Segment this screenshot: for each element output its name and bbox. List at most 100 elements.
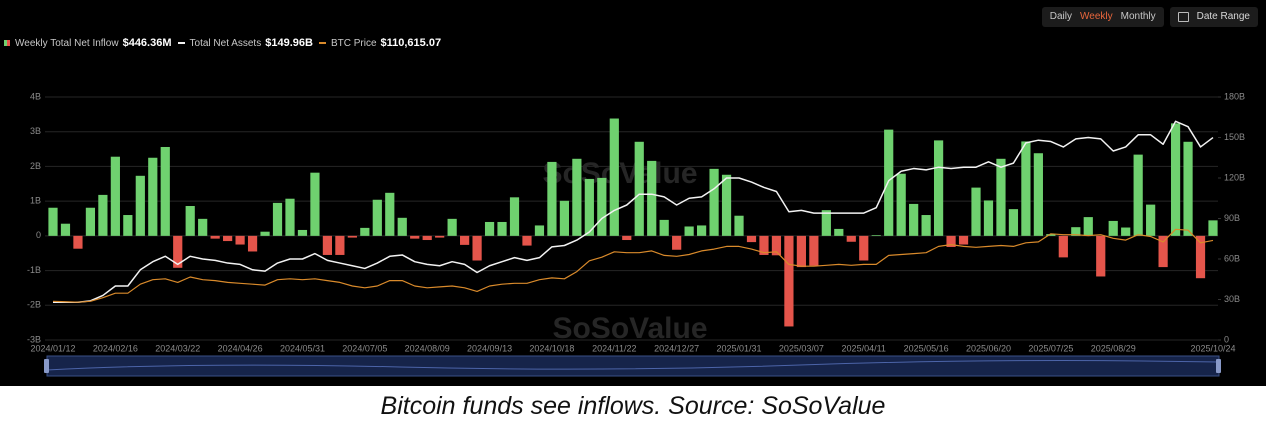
bar <box>360 227 370 236</box>
y-tick-label: -3B <box>27 334 41 344</box>
bar <box>372 199 382 236</box>
legend-item[interactable]: BTC Price $110,615.07 <box>318 37 442 49</box>
y-tick-label: -1B <box>27 265 41 275</box>
bar <box>422 235 432 241</box>
bar <box>385 192 395 236</box>
bar <box>472 235 482 261</box>
bar <box>310 172 320 236</box>
bar <box>410 235 420 239</box>
interval-option[interactable]: Monthly <box>1120 11 1156 22</box>
bar <box>759 235 769 255</box>
interval-toggle: Daily Weekly Monthly <box>1041 7 1164 27</box>
bar <box>135 175 145 236</box>
x-tick-label: 2025/04/11 <box>842 343 886 353</box>
bar <box>746 235 757 243</box>
navigator-handle[interactable] <box>44 359 49 373</box>
bar <box>335 235 345 255</box>
bar <box>534 225 545 236</box>
x-tick-label: 2024/02/16 <box>93 343 138 353</box>
x-tick-label: 2025/07/25 <box>1028 343 1073 353</box>
bar <box>1083 217 1093 236</box>
legend-item[interactable]: Weekly Total Net Inflow $446.36M <box>4 37 172 49</box>
bar <box>1008 209 1019 236</box>
legend-value: $149.96B <box>265 37 313 49</box>
bar <box>123 215 133 236</box>
bar <box>1033 153 1043 236</box>
x-tick-label: 2024/05/31 <box>280 343 325 353</box>
y2-tick-label: 150B <box>1224 132 1245 142</box>
x-tick-label: 2025/06/20 <box>966 343 1011 353</box>
x-tick-label: 2025/10/24 <box>1190 343 1235 353</box>
bar <box>447 218 457 236</box>
bar <box>1058 235 1068 258</box>
y2-tick-label: 90B <box>1224 213 1240 223</box>
legend-value: $446.36M <box>122 37 172 49</box>
bar <box>958 235 969 245</box>
bar <box>110 156 120 236</box>
watermark: SoSoValue <box>542 157 697 190</box>
bar <box>684 226 694 236</box>
bar <box>247 235 258 252</box>
legend-label: BTC Price <box>330 37 377 49</box>
bar <box>1195 235 1206 279</box>
bar <box>647 160 657 236</box>
bar <box>734 215 744 236</box>
x-tick-label: 2024/12/27 <box>654 343 699 353</box>
y2-tick-label: 180B <box>1224 91 1245 101</box>
navigator-handle[interactable] <box>1216 359 1221 373</box>
legend: Weekly Total Net Inflow $446.36M Total Net… <box>4 35 447 51</box>
legend-value: $110,615.07 <box>380 37 442 49</box>
range-navigator[interactable] <box>44 355 1221 377</box>
bar <box>784 235 794 327</box>
bar <box>1096 235 1106 277</box>
line-series <box>52 228 1214 303</box>
bar <box>547 161 557 236</box>
bar <box>60 223 71 236</box>
bar <box>173 235 183 268</box>
legend-icon <box>318 42 326 44</box>
x-tick-label: 2025/03/07 <box>779 343 824 353</box>
bar <box>397 217 407 236</box>
bar <box>1133 154 1143 236</box>
calendar-icon <box>1177 12 1189 22</box>
bar <box>497 221 507 236</box>
legend-icon <box>177 42 185 44</box>
bar <box>1158 235 1168 268</box>
y-tick-label: 3B <box>30 126 41 136</box>
y-tick-label: -2B <box>27 300 41 310</box>
date-range-button[interactable]: Date Range <box>1169 7 1258 27</box>
x-tick-label: 2024/09/13 <box>467 343 512 353</box>
date-range-label: Date Range <box>1196 11 1250 22</box>
bar <box>983 200 994 236</box>
chart-panel: SoSoValue SoSoValue -3B -2B -1B 0 1B 2B 3B 4B 0 3… <box>0 0 1266 386</box>
bar <box>1208 220 1218 236</box>
interval-option[interactable]: Weekly <box>1080 11 1113 22</box>
bar <box>597 177 607 236</box>
bar <box>884 129 894 236</box>
legend-label: Weekly Total Net Inflow <box>15 37 119 49</box>
bar <box>659 219 669 236</box>
bar <box>909 203 919 236</box>
bar <box>1046 234 1056 236</box>
interval-option[interactable]: Daily <box>1049 11 1072 22</box>
bar <box>946 235 956 247</box>
chart: SoSoValue SoSoValue -3B -2B -1B 0 1B 2B 3B 4B 0 3… <box>27 91 1245 377</box>
bar <box>48 207 58 236</box>
bar <box>235 235 245 245</box>
bar <box>1021 141 1031 236</box>
bar <box>709 168 719 236</box>
bar <box>871 235 881 236</box>
x-tick-label: 2024/04/26 <box>218 343 263 353</box>
bar <box>272 202 283 236</box>
legend-item[interactable]: Total Net Assets $149.96B <box>177 37 313 49</box>
x-tick-label: 2025/08/29 <box>1091 343 1136 353</box>
bar <box>1108 220 1118 236</box>
bar <box>347 235 357 238</box>
caption: Bitcoin funds see inflows. Source: SoSoV… <box>380 392 886 420</box>
bar <box>809 235 819 266</box>
bar <box>834 228 844 236</box>
bar <box>460 235 470 245</box>
navigator-outline <box>46 360 1220 371</box>
y2-tick-label: 60B <box>1224 253 1240 263</box>
